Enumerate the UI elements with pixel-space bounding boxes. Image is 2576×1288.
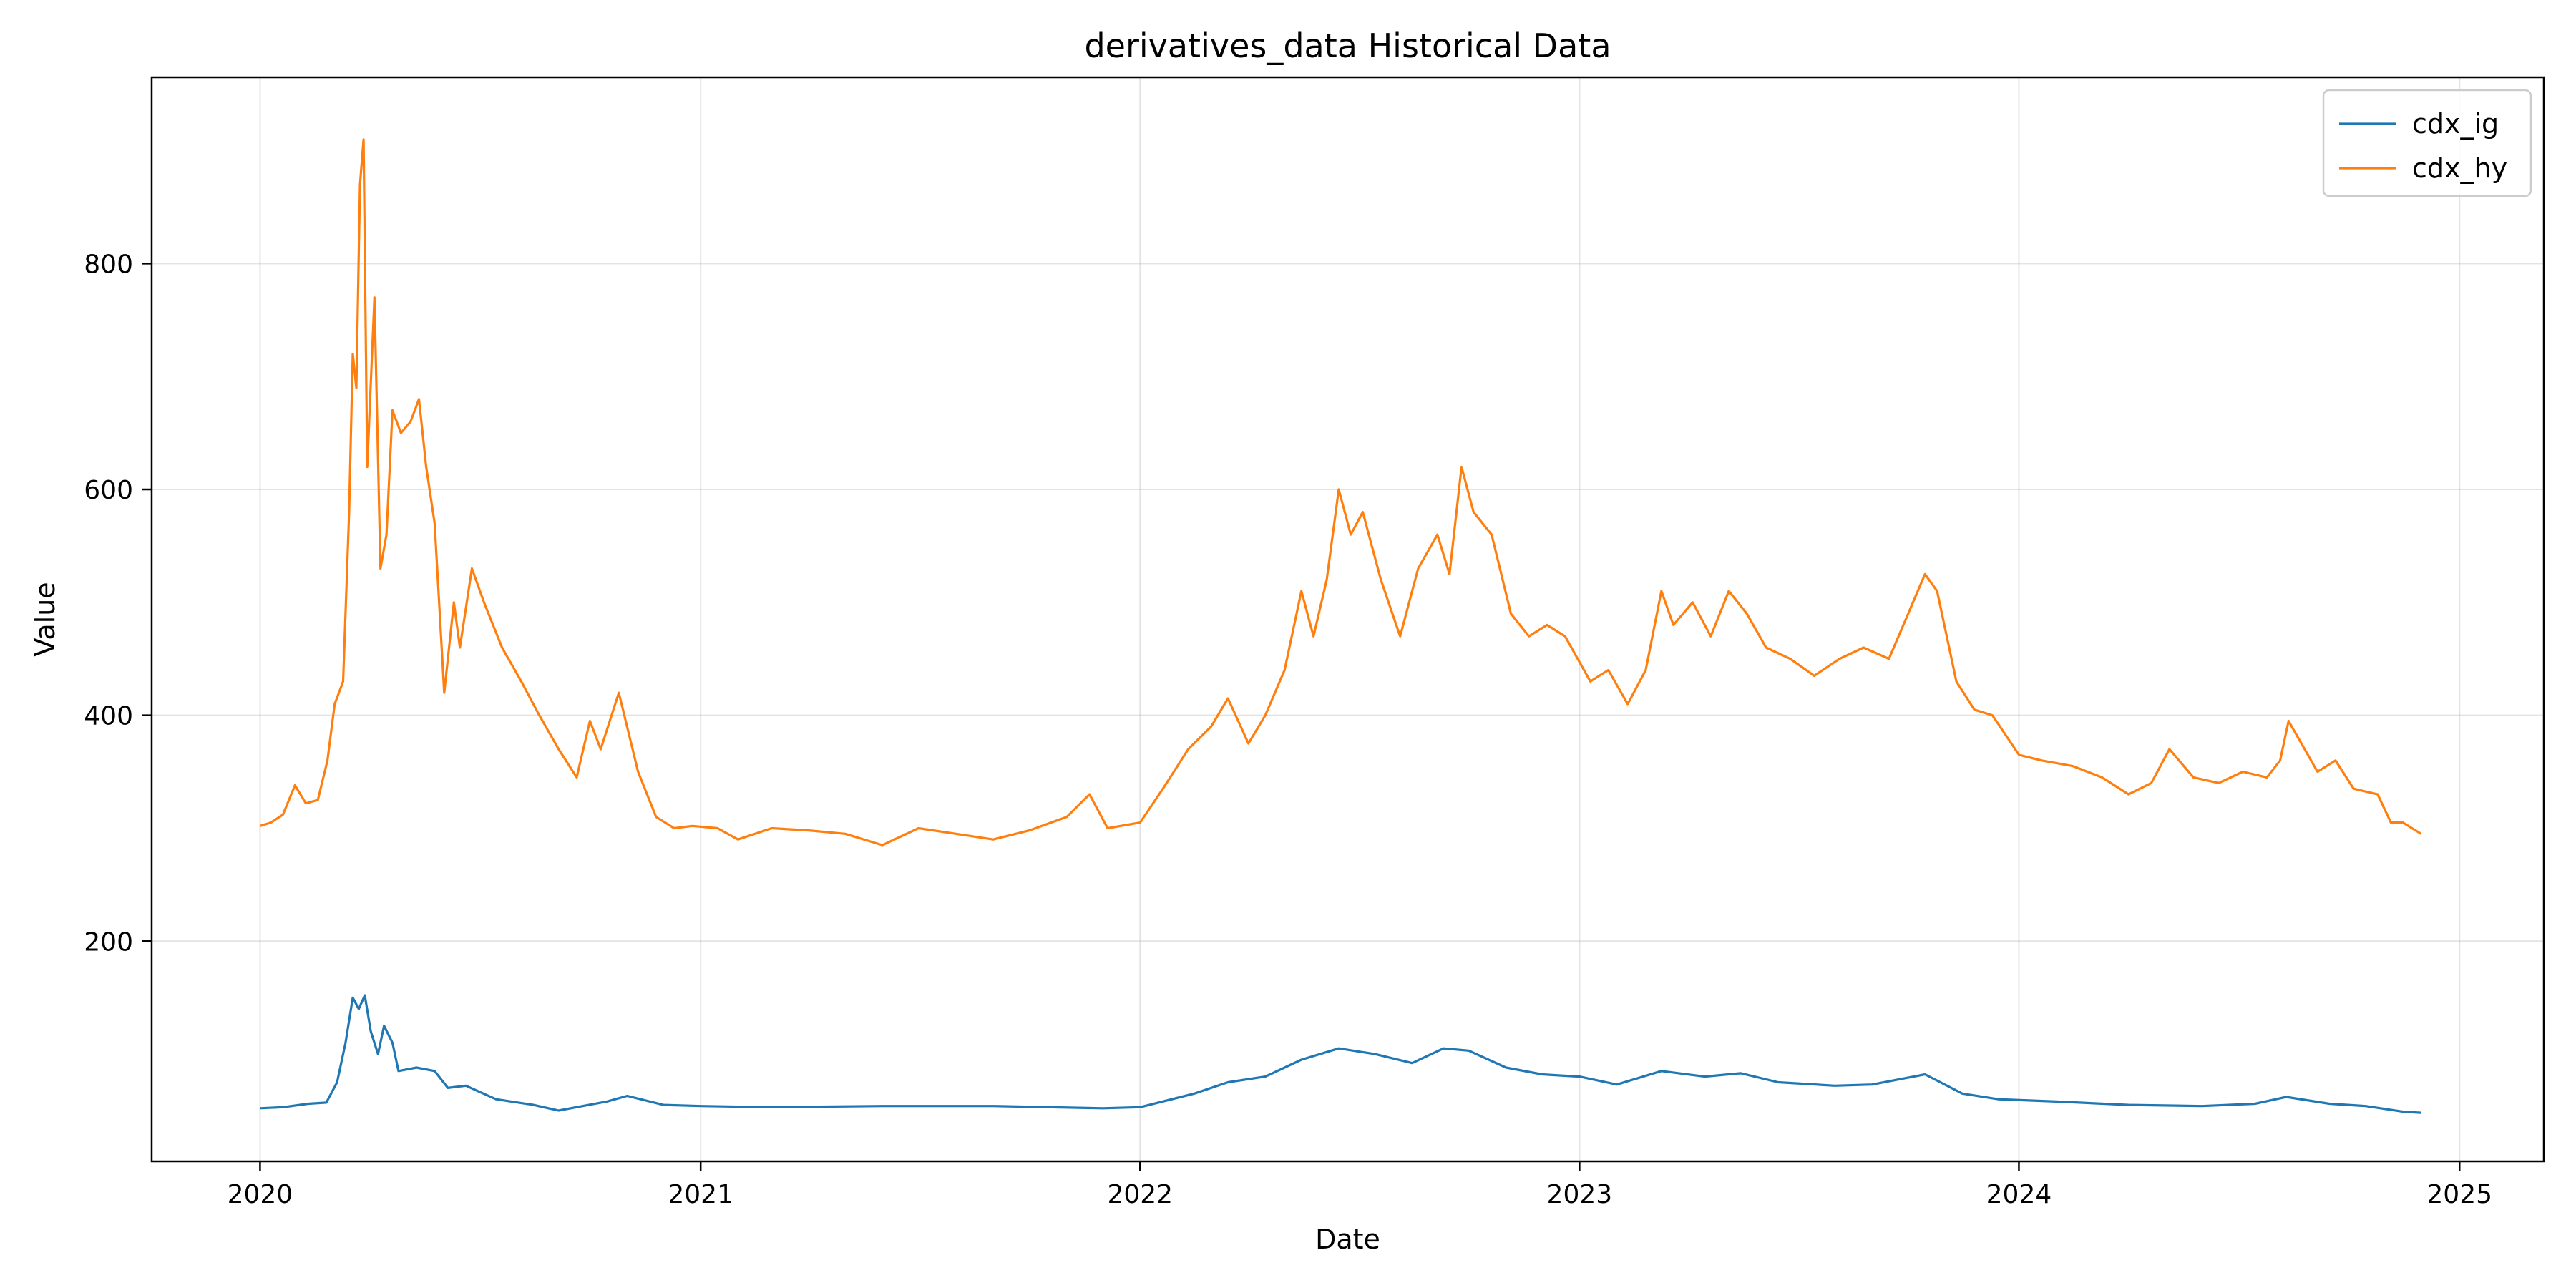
legend: cdx_ig cdx_hy	[2322, 89, 2532, 197]
y-tick-label: 400	[84, 702, 133, 731]
x-tick-label: 2025	[2426, 1180, 2492, 1209]
x-axis-ticks: 2020 2021 2022 2023 2024 2025	[228, 1161, 2492, 1209]
y-axis-label: Value	[29, 582, 61, 656]
x-tick-label: 2024	[1986, 1180, 2052, 1209]
series-layer	[259, 138, 2422, 1114]
y-tick-label: 200	[84, 927, 133, 957]
x-tick-label: 2021	[668, 1180, 733, 1209]
y-tick-label: 600	[84, 476, 133, 505]
y-axis-ticks: 200 400 600 800	[84, 250, 152, 957]
series-line-cdx-ig	[260, 994, 2421, 1114]
x-axis-label: Date	[1315, 1224, 1380, 1255]
x-tick-label: 2022	[1107, 1180, 1173, 1209]
y-tick-label: 800	[84, 250, 133, 279]
grid-lines	[152, 77, 2544, 1161]
legend-label-cdx-hy: cdx_hy	[2412, 152, 2507, 184]
plot-frame	[150, 76, 2545, 1163]
x-tick-label: 2020	[228, 1180, 293, 1209]
legend-label-cdx-ig: cdx_ig	[2412, 108, 2499, 140]
series-line-cdx-hy	[259, 138, 2422, 847]
chart-title: derivatives_data Historical Data	[1084, 26, 1611, 65]
legend-box	[2322, 89, 2532, 197]
x-tick-label: 2023	[1547, 1180, 1613, 1209]
